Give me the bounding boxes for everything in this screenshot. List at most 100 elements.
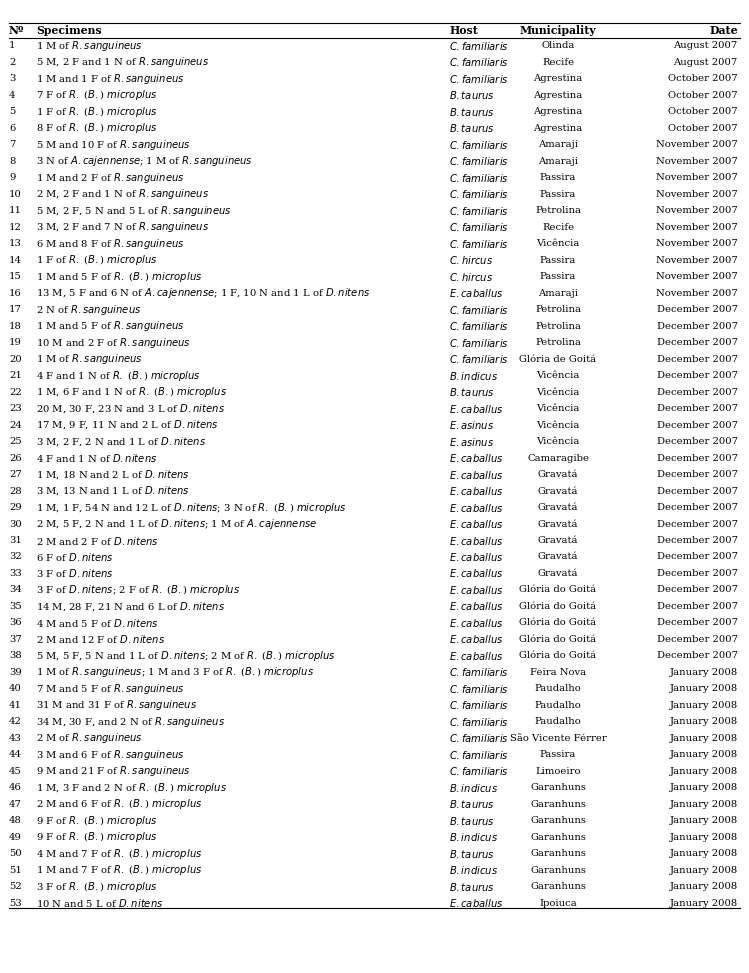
Text: January 2008: January 2008: [670, 734, 738, 743]
Text: 3 N of $\it{A. cajennense}$; 1 M of $\it{R. sanguineus}$: 3 N of $\it{A. cajennense}$; 1 M of $\it…: [36, 154, 253, 168]
Text: $\it{C. familiaris}$: $\it{C. familiaris}$: [449, 204, 509, 217]
Text: Vicência: Vicência: [536, 437, 580, 446]
Text: 1 M of $\it{R. sanguineus}$: 1 M of $\it{R. sanguineus}$: [36, 39, 143, 53]
Text: 19: 19: [9, 338, 22, 347]
Text: 18: 18: [9, 322, 22, 331]
Text: 22: 22: [9, 387, 22, 397]
Text: $\it{E. caballus}$: $\it{E. caballus}$: [449, 617, 504, 629]
Text: December 2007: December 2007: [657, 306, 738, 314]
Text: 4 M and 7 F of $\it{R.}$ ($\it{B.}$) $\it{microplus}$: 4 M and 7 F of $\it{R.}$ ($\it{B.}$) $\i…: [36, 847, 202, 861]
Text: 3 M, 13 N and 1 L of $\it{D. nitens}$: 3 M, 13 N and 1 L of $\it{D. nitens}$: [36, 485, 189, 497]
Text: October 2007: October 2007: [668, 124, 738, 132]
Text: 41: 41: [9, 701, 22, 710]
Text: 1 F of $\it{R.}$ ($\it{B.}$) $\it{microplus}$: 1 F of $\it{R.}$ ($\it{B.}$) $\it{microp…: [36, 105, 157, 119]
Text: December 2007: December 2007: [657, 354, 738, 364]
Text: October 2007: October 2007: [668, 90, 738, 99]
Text: Petrolina: Petrolina: [535, 322, 581, 331]
Text: Passira: Passira: [540, 190, 576, 198]
Text: Ipoiuca: Ipoiuca: [539, 899, 577, 908]
Text: Feira Nova: Feira Nova: [530, 667, 586, 677]
Text: $\it{E. caballus}$: $\it{E. caballus}$: [449, 650, 504, 662]
Text: Paudalho: Paudalho: [535, 717, 581, 727]
Text: Olinda: Olinda: [542, 41, 574, 51]
Text: $\it{B. indicus}$: $\it{B. indicus}$: [449, 831, 499, 844]
Text: $\it{B. taurus}$: $\it{B. taurus}$: [449, 881, 495, 893]
Text: 3 M, 2 F, 2 N and 1 L of $\it{D. nitens}$: 3 M, 2 F, 2 N and 1 L of $\it{D. nitens}…: [36, 435, 206, 448]
Text: 25: 25: [9, 437, 22, 446]
Text: $\it{B. indicus}$: $\it{B. indicus}$: [449, 782, 499, 794]
Text: August 2007: August 2007: [673, 41, 738, 51]
Text: 34: 34: [9, 586, 22, 595]
Text: 14 M, 28 F, 21 N and 6 L of $\it{D. nitens}$: 14 M, 28 F, 21 N and 6 L of $\it{D. nite…: [36, 600, 225, 613]
Text: Garanhuns: Garanhuns: [530, 833, 586, 842]
Text: Gravatá: Gravatá: [538, 553, 578, 561]
Text: 1 M, 3 F and 2 N of $\it{R.}$ ($\it{B.}$) $\it{microplus}$: 1 M, 3 F and 2 N of $\it{R.}$ ($\it{B.}$…: [36, 781, 227, 795]
Text: $\it{B. taurus}$: $\it{B. taurus}$: [449, 90, 495, 101]
Text: Glória de Goitá: Glória de Goitá: [520, 354, 596, 364]
Text: December 2007: December 2007: [657, 322, 738, 331]
Text: $\it{E. caballus}$: $\it{E. caballus}$: [449, 534, 504, 547]
Text: Garanhuns: Garanhuns: [530, 849, 586, 858]
Text: 1 F of $\it{R.}$ ($\it{B.}$) $\it{microplus}$: 1 F of $\it{R.}$ ($\it{B.}$) $\it{microp…: [36, 253, 157, 268]
Text: 1: 1: [9, 41, 16, 51]
Text: Host: Host: [449, 25, 479, 36]
Text: 2 M and 12 F of $\it{D. nitens}$: 2 M and 12 F of $\it{D. nitens}$: [36, 633, 166, 645]
Text: 51: 51: [9, 866, 22, 875]
Text: 7 M and 5 F of $\it{R. sanguineus}$: 7 M and 5 F of $\it{R. sanguineus}$: [36, 682, 184, 696]
Text: 7 F of $\it{R.}$ ($\it{B.}$) $\it{microplus}$: 7 F of $\it{R.}$ ($\it{B.}$) $\it{microp…: [36, 89, 157, 102]
Text: 13: 13: [9, 239, 22, 248]
Text: Gravatá: Gravatá: [538, 569, 578, 578]
Text: January 2008: January 2008: [670, 701, 738, 710]
Text: 3 M, 2 F and 7 N of $\it{R. sanguineus}$: 3 M, 2 F and 7 N of $\it{R. sanguineus}$: [36, 220, 209, 234]
Text: 7: 7: [9, 140, 16, 149]
Text: Glória do Goitá: Glória do Goitá: [520, 652, 596, 661]
Text: October 2007: October 2007: [668, 74, 738, 84]
Text: $\it{E. caballus}$: $\it{E. caballus}$: [449, 567, 504, 580]
Text: São Vicente Férrer: São Vicente Férrer: [509, 734, 607, 743]
Text: $\it{E. caballus}$: $\it{E. caballus}$: [449, 518, 504, 530]
Text: December 2007: December 2007: [657, 371, 738, 380]
Text: Paudalho: Paudalho: [535, 684, 581, 694]
Text: $\it{C. familiaris}$: $\it{C. familiaris}$: [449, 188, 509, 200]
Text: 36: 36: [9, 619, 22, 628]
Text: 35: 35: [9, 602, 22, 611]
Text: Passira: Passira: [540, 173, 576, 182]
Text: 44: 44: [9, 750, 22, 759]
Text: Garanhuns: Garanhuns: [530, 883, 586, 891]
Text: $\it{E. caballus}$: $\it{E. caballus}$: [449, 287, 504, 299]
Text: Petrolina: Petrolina: [535, 306, 581, 314]
Text: December 2007: December 2007: [657, 602, 738, 611]
Text: December 2007: December 2007: [657, 470, 738, 479]
Text: 2 M, 5 F, 2 N and 1 L of $\it{D. nitens}$; 1 M of $\it{A. cajennense}$: 2 M, 5 F, 2 N and 1 L of $\it{D. nitens}…: [36, 517, 318, 531]
Text: December 2007: December 2007: [657, 453, 738, 462]
Text: 6: 6: [9, 124, 15, 132]
Text: November 2007: November 2007: [656, 140, 738, 149]
Text: Gravatá: Gravatá: [538, 536, 578, 545]
Text: 38: 38: [9, 652, 22, 661]
Text: $\it{C. familiaris}$: $\it{C. familiaris}$: [449, 56, 509, 68]
Text: 4 M and 5 F of $\it{D. nitens}$: 4 M and 5 F of $\it{D. nitens}$: [36, 617, 159, 629]
Text: $\it{E. caballus}$: $\it{E. caballus}$: [449, 584, 504, 596]
Text: $\it{C. familiaris}$: $\it{C. familiaris}$: [449, 337, 509, 348]
Text: December 2007: December 2007: [657, 420, 738, 429]
Text: $\it{C. familiaris}$: $\it{C. familiaris}$: [449, 237, 509, 250]
Text: December 2007: December 2007: [657, 520, 738, 528]
Text: Date: Date: [709, 25, 738, 36]
Text: 3 M and 6 F of $\it{R. sanguineus}$: 3 M and 6 F of $\it{R. sanguineus}$: [36, 748, 184, 762]
Text: Amaraji: Amaraji: [538, 140, 578, 149]
Text: 6 M and 8 F of $\it{R. sanguineus}$: 6 M and 8 F of $\it{R. sanguineus}$: [36, 236, 184, 251]
Text: Limoeiro: Limoeiro: [536, 767, 580, 775]
Text: Municipality: Municipality: [520, 25, 596, 36]
Text: $\it{B. taurus}$: $\it{B. taurus}$: [449, 814, 495, 827]
Text: 4: 4: [9, 90, 16, 99]
Text: Glória do Goitá: Glória do Goitá: [520, 635, 596, 644]
Text: 14: 14: [9, 256, 22, 265]
Text: Garanhuns: Garanhuns: [530, 816, 586, 825]
Text: 11: 11: [9, 206, 22, 215]
Text: January 2008: January 2008: [670, 899, 738, 908]
Text: 1 M, 6 F and 1 N of $\it{R.}$ ($\it{B.}$) $\it{microplus}$: 1 M, 6 F and 1 N of $\it{R.}$ ($\it{B.}$…: [36, 385, 227, 399]
Text: Specimens: Specimens: [36, 25, 102, 36]
Text: 49: 49: [9, 833, 22, 842]
Text: Glória do Goitá: Glória do Goitá: [520, 586, 596, 595]
Text: January 2008: January 2008: [670, 800, 738, 809]
